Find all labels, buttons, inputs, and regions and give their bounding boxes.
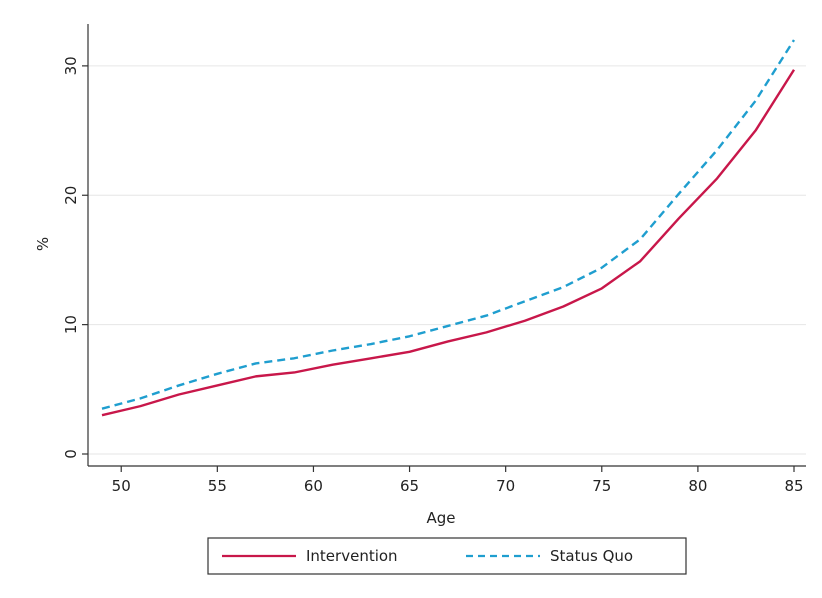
series-line-status-quo bbox=[101, 39, 796, 410]
legend: Intervention Status Quo bbox=[207, 537, 687, 575]
x-tick-label: 80 bbox=[688, 477, 707, 495]
x-tick-label: 75 bbox=[592, 477, 611, 495]
x-tick-label: 55 bbox=[208, 477, 227, 495]
x-tick-label: 50 bbox=[112, 477, 131, 495]
y-tick-label: 20 bbox=[62, 186, 80, 205]
series-line-intervention bbox=[101, 69, 796, 417]
y-axis-title: % bbox=[34, 237, 52, 251]
legend-label-intervention: Intervention bbox=[306, 547, 398, 565]
x-tick-label: 65 bbox=[400, 477, 419, 495]
x-axis-title: Age bbox=[426, 509, 455, 527]
x-tick-label: 60 bbox=[304, 477, 323, 495]
y-tick-label: 30 bbox=[62, 56, 80, 75]
y-tick-label: 10 bbox=[62, 315, 80, 334]
legend-label-status-quo: Status Quo bbox=[550, 547, 633, 565]
y-tick-label: 0 bbox=[62, 449, 80, 459]
x-tick-label: 85 bbox=[784, 477, 803, 495]
x-tick-label: 70 bbox=[496, 477, 515, 495]
gridlines bbox=[88, 65, 806, 455]
series-layer bbox=[101, 39, 796, 417]
tick-labels: 0 10 20 30 50 55 60 65 70 75 80 85 bbox=[62, 56, 804, 495]
axes bbox=[82, 24, 806, 472]
